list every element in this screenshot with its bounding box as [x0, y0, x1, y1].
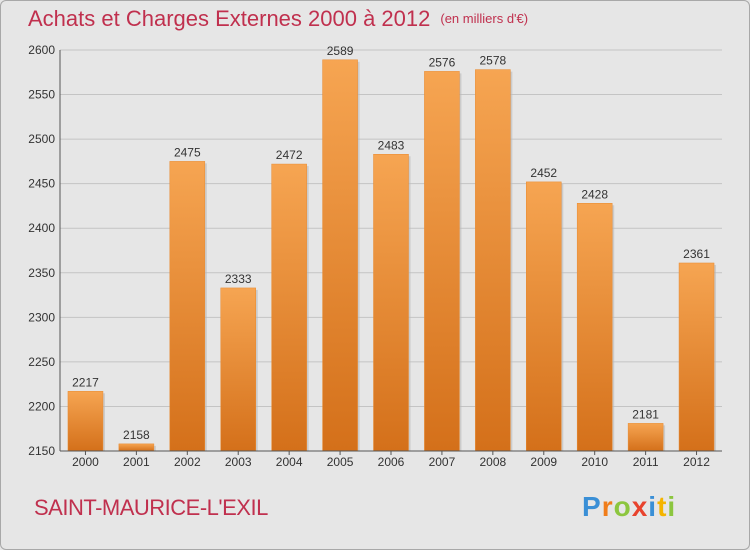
bar	[373, 154, 409, 452]
bar	[322, 59, 358, 452]
y-tick-label: 2250	[28, 355, 55, 369]
y-tick-label: 2450	[28, 177, 55, 191]
chart-unit: (en milliers d'€)	[440, 11, 529, 26]
logo-letter: x	[631, 491, 649, 522]
data-label: 2472	[276, 148, 303, 162]
logo-letter: t	[657, 491, 668, 522]
chart-title-text: Achats et Charges Externes 2000 à 2012	[28, 6, 431, 31]
town-name: SAINT-MAURICE-L'EXIL	[34, 495, 268, 520]
x-tick-label: 2006	[378, 455, 405, 469]
data-label: 2475	[174, 145, 201, 159]
x-tick-label: 2003	[225, 455, 252, 469]
data-label: 2483	[378, 138, 405, 152]
x-tick-label: 2001	[123, 455, 150, 469]
data-label: 2578	[479, 54, 506, 68]
bar	[169, 161, 206, 452]
logo-letter: r	[601, 491, 614, 522]
x-tick-label: 2007	[429, 455, 456, 469]
x-tick-label: 2000	[72, 455, 99, 469]
x-tick-label: 2009	[530, 455, 557, 469]
logo-letter: i	[667, 491, 677, 522]
data-label: 2589	[327, 44, 354, 58]
bar	[118, 443, 155, 452]
data-label: 2428	[581, 187, 608, 201]
data-label: 2361	[683, 247, 710, 261]
x-tick-label: 2004	[276, 455, 303, 469]
axes: 2150 2200 2250 2300 2350 2400 2450 2500 2550 2600…	[28, 43, 722, 469]
logo-letter: i	[648, 491, 658, 522]
bar	[220, 287, 256, 452]
logo-letter: o	[613, 491, 632, 522]
bar	[627, 423, 664, 452]
y-tick-label: 2600	[28, 43, 55, 57]
y-tick-label: 2200	[28, 399, 55, 413]
x-tick-label: 2012	[683, 455, 710, 469]
bar	[424, 71, 460, 452]
data-label: 2217	[72, 375, 99, 389]
bar	[526, 181, 562, 452]
bars	[67, 59, 717, 452]
y-tick-label: 2150	[28, 444, 55, 458]
y-tick-label: 2400	[28, 221, 55, 235]
bar	[271, 163, 307, 452]
logo-letter: P	[582, 491, 602, 522]
x-tick-label: 2005	[327, 455, 354, 469]
proxiti-logo: Proxiti	[582, 491, 676, 523]
y-tick-label: 2500	[28, 132, 55, 146]
chart-title: Achats et Charges Externes 2000 à 2012 (e…	[28, 6, 528, 32]
x-tick-label: 2008	[479, 455, 506, 469]
data-label: 2576	[429, 55, 456, 69]
x-tick-label: 2011	[633, 455, 659, 469]
y-tick-label: 2350	[28, 266, 55, 280]
data-label: 2452	[530, 166, 557, 180]
x-tick-label: 2002	[174, 455, 201, 469]
bar	[475, 69, 511, 452]
bar	[67, 391, 104, 452]
y-tick-label: 2300	[28, 310, 55, 324]
y-tick-label: 2550	[28, 88, 55, 102]
bar	[576, 203, 613, 452]
data-label: 2158	[123, 428, 150, 442]
data-label: 2333	[225, 272, 252, 286]
bar	[678, 262, 715, 452]
x-tick-label: 2010	[581, 455, 608, 469]
data-label: 2181	[632, 407, 659, 421]
